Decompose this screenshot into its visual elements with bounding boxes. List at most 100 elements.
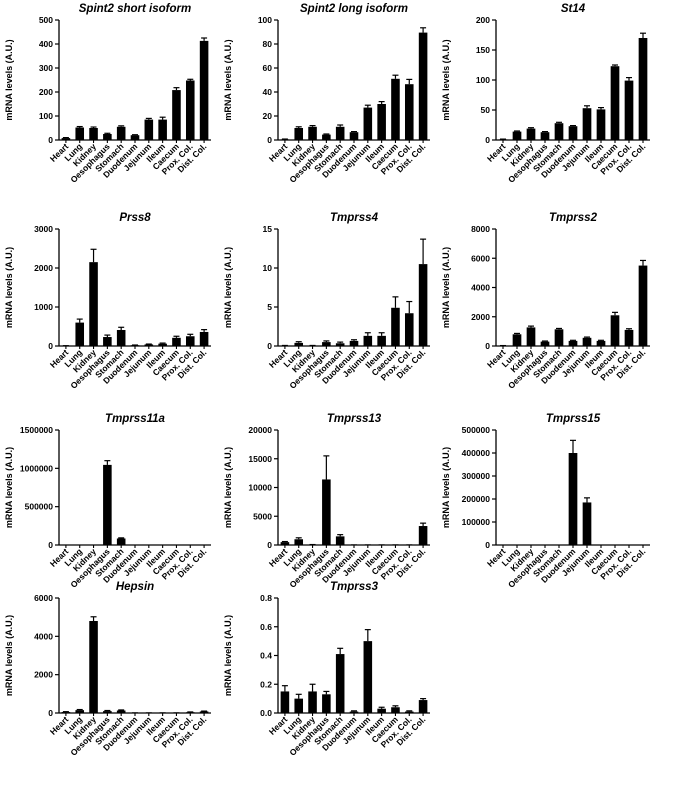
bar [624,329,634,346]
y-tick-label: 15000 [248,454,272,464]
y-axis-label: mRNA levels (A.U.) [223,615,233,696]
bar [280,542,290,545]
chart-title: Spint2 long isoform [300,3,408,15]
y-axis-label: mRNA levels (A.U.) [4,39,14,120]
chart-panel: Tmprss3 mRNA levels (A.U.) 0.0 0.2 0.4 0.6 0.8… [223,581,430,758]
y-axis-label: mRNA levels (A.U.) [223,447,233,528]
y-tick-label: 200000 [462,494,491,504]
y-tick-label: 400 [39,39,53,49]
y-tick-label: 0 [48,341,53,351]
y-axis-label: mRNA levels (A.U.) [223,247,233,328]
y-tick-label: 0 [48,540,53,550]
y-tick-label: 5 [267,302,272,312]
bar [418,264,428,346]
bar [89,621,98,713]
bar [294,128,304,140]
bar [199,40,209,140]
bar [75,710,85,713]
y-tick-label: 400000 [462,448,491,458]
y-tick-label: 500 [39,15,53,25]
y-tick-label: 20000 [248,425,272,435]
bar [116,126,126,140]
y-tick-label: 1500000 [20,425,53,435]
bar [526,327,536,346]
bar [294,342,304,346]
y-axis-label: mRNA levels (A.U.) [441,447,451,528]
bar [172,90,181,140]
y-tick-label: 5000 [253,511,272,521]
bar [391,78,400,140]
bar [610,315,620,346]
y-tick-label: 300 [39,63,53,73]
y-axis-label: mRNA levels (A.U.) [223,39,233,120]
bar [540,341,550,346]
y-tick-label: 1000000 [20,463,53,473]
y-tick-label: 60 [263,63,273,73]
bar [144,119,154,140]
bar [526,128,536,140]
bar [199,711,209,713]
bar [418,700,428,713]
bar [596,340,606,346]
y-tick-label: 0.0 [260,708,272,718]
bar [144,344,154,346]
chart-panel: Tmprss11a mRNA levels (A.U.) 0 500000 100000… [4,413,211,590]
bar [404,711,414,713]
y-tick-label: 300000 [462,471,491,481]
bar [596,109,606,140]
y-tick-label: 200 [476,15,490,25]
y-axis-label: mRNA levels (A.U.) [441,247,451,328]
bar [582,108,592,140]
bar [116,538,126,545]
bar [294,539,304,545]
y-tick-label: 6000 [471,253,490,263]
y-axis-label: mRNA levels (A.U.) [4,447,14,528]
y-tick-label: 50 [481,105,491,115]
bar [280,691,290,713]
bar [512,131,522,140]
bar [638,265,648,346]
bar [308,691,317,713]
bar [322,479,331,545]
y-tick-label: 0 [48,708,53,718]
bar [349,340,359,346]
bar [158,343,167,346]
bar [377,335,386,346]
chart-title: Tmprss15 [546,413,601,425]
y-tick-label: 4000 [34,631,53,641]
y-tick-label: 8000 [471,224,490,234]
y-tick-label: 2000 [34,263,53,273]
bar [554,123,564,140]
bar [404,313,414,346]
y-tick-label: 3000 [34,224,53,234]
chart-title: Tmprss11a [105,413,165,425]
y-tick-label: 0.8 [260,593,272,603]
bar [172,337,181,346]
y-tick-label: 2000 [34,670,53,680]
bar [582,502,592,545]
y-tick-label: 20 [263,111,273,121]
bar [377,708,386,713]
bar [335,654,345,713]
chart-title: Tmprss13 [327,413,382,425]
bar [638,38,648,140]
bar [335,536,345,545]
chart-title: Tmprss3 [330,581,379,593]
y-tick-label: 100 [39,111,53,121]
y-tick-label: 0.2 [260,679,272,689]
y-tick-label: 1000 [34,302,53,312]
bar [130,135,140,140]
bar [568,453,578,545]
bar [512,334,522,346]
bar [554,329,564,346]
bar [103,337,112,346]
chart-panel: Tmprss15 mRNA levels (A.U.) 0 100000 200000 3… [441,413,650,590]
bar [103,464,112,545]
bar [185,336,195,346]
bar [568,126,578,140]
